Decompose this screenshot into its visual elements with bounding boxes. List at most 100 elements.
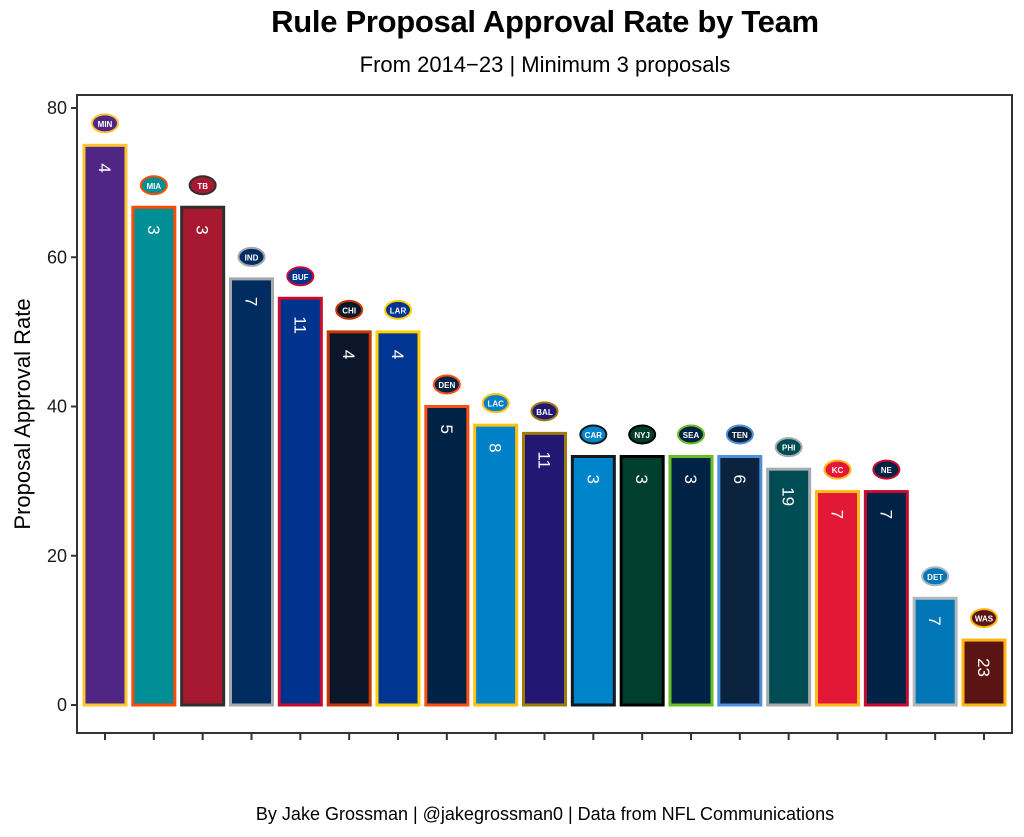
logo-shape <box>725 424 754 445</box>
logo-text: TEN <box>732 431 748 440</box>
bar-min <box>82 143 128 707</box>
bar-label-tb: 3 <box>193 225 212 234</box>
bar-label-lac: 8 <box>486 443 505 452</box>
bar-label-kc: 7 <box>828 510 847 519</box>
bears-logo-icon: CHI <box>335 299 364 320</box>
bar-sea <box>668 454 714 707</box>
bar-tb <box>180 205 226 707</box>
bar-det <box>912 596 958 707</box>
logo-text: PHI <box>782 444 795 453</box>
logo-shape <box>774 437 803 458</box>
bar-label-lar: 4 <box>388 350 407 359</box>
chart-title: Rule Proposal Approval Rate by Team <box>271 4 819 39</box>
logo-shape <box>628 424 657 445</box>
logo-shape <box>970 608 998 629</box>
bar-mia <box>131 205 177 707</box>
y-axis-title: Proposal Approval Rate <box>10 298 35 529</box>
bar-ne <box>863 490 909 707</box>
logo-shape <box>823 459 852 480</box>
logo-shape <box>432 374 461 395</box>
buccaneers-logo-icon: TB <box>188 175 217 196</box>
logo-text: KC <box>832 466 844 475</box>
bar-label-sea: 3 <box>681 474 700 483</box>
y-tick-label: 80 <box>47 98 67 118</box>
logo-text: MIA <box>146 182 161 191</box>
titans-logo-icon: TEN <box>725 424 754 445</box>
bar-lac <box>473 423 519 707</box>
logo-shape <box>286 266 315 287</box>
bar-label-was: 23 <box>974 658 993 677</box>
logo-shape <box>335 299 364 320</box>
bar-phi <box>766 467 812 707</box>
x-axis <box>104 733 985 740</box>
panthers-logo-icon: CAR <box>579 424 608 445</box>
logo-shape <box>530 401 559 422</box>
bar-chi <box>326 330 372 707</box>
y-tick-label: 60 <box>47 247 67 267</box>
bar-ten <box>717 454 763 707</box>
logo-text: BUF <box>292 273 309 282</box>
logo-text: BAL <box>536 408 553 417</box>
bar-label-mia: 3 <box>144 225 163 234</box>
logo-text: CHI <box>342 306 356 315</box>
logo-shape <box>384 299 412 320</box>
bar-label-buf: 11 <box>290 316 309 334</box>
logo-text: IND <box>245 253 259 262</box>
logo-shape <box>872 459 901 480</box>
y-tick-label: 20 <box>47 546 67 566</box>
logo-shape <box>91 113 119 134</box>
bar-label-ne: 7 <box>876 510 895 519</box>
ravens-logo-icon: BAL <box>530 401 559 422</box>
bar-was <box>961 638 1007 707</box>
y-tick-label: 0 <box>57 695 67 715</box>
bar-bal <box>522 431 567 707</box>
y-axis: 0 20 40 60 80 <box>47 98 77 715</box>
logo-shape <box>481 393 510 414</box>
jets-logo-icon: NYJ <box>628 424 657 445</box>
bar-buf <box>277 296 323 707</box>
bars: 4 3 3 7 11 4 4 5 8 11 3 3 3 6 19 7 7 7 23 <box>82 143 1007 707</box>
team-logos: MIN MIA TB IND BUF CHI LAR DEN LAC BAL CAR NYJ SEA TE… <box>91 113 998 629</box>
bar-label-bal: 11 <box>535 451 554 469</box>
bar-label-den: 5 <box>437 425 456 434</box>
bar-label-car: 3 <box>583 474 602 483</box>
patriots-logo-icon: NE <box>872 459 901 480</box>
bar-label-ind: 7 <box>242 297 261 306</box>
bar-kc <box>815 490 860 707</box>
logo-text: NE <box>881 466 893 475</box>
logo-text: NYJ <box>634 431 650 440</box>
vikings-logo-icon: MIN <box>91 113 119 134</box>
chargers-logo-icon: LAC <box>481 393 510 414</box>
colts-logo-icon: IND <box>237 246 266 267</box>
chart-caption: By Jake Grossman | @jakegrossman0 | Data… <box>255 804 835 824</box>
dolphins-logo-icon: MIA <box>139 175 168 196</box>
bar-den <box>424 405 470 707</box>
logo-text: DET <box>927 573 943 582</box>
chart-subtitle: From 2014−23 | Minimum 3 proposals <box>359 52 731 77</box>
bar-label-min: 4 <box>95 163 114 172</box>
logo-text: DEN <box>438 381 455 390</box>
logo-shape <box>579 424 608 445</box>
bar-nyj <box>619 454 665 707</box>
y-tick-label: 40 <box>47 397 67 417</box>
bills-logo-icon: BUF <box>286 266 315 287</box>
logo-shape <box>237 246 266 267</box>
logo-text: LAR <box>390 306 407 315</box>
bar-label-ten: 6 <box>730 474 749 483</box>
logo-text: WAS <box>975 615 994 624</box>
bar-label-det: 7 <box>925 616 944 625</box>
logo-shape <box>139 175 168 196</box>
bar-car <box>570 454 616 707</box>
commanders-logo-icon: WAS <box>970 608 998 629</box>
broncos-logo-icon: DEN <box>432 374 461 395</box>
logo-shape <box>921 566 950 587</box>
plot-panel-border <box>76 94 1013 734</box>
bar-label-chi: 4 <box>339 350 358 359</box>
logo-shape <box>188 175 217 196</box>
bar-label-phi: 19 <box>779 487 798 506</box>
eagles-logo-icon: PHI <box>774 437 803 458</box>
bar-lar <box>375 330 421 707</box>
logo-text: MIN <box>98 120 113 129</box>
seahawks-logo-icon: SEA <box>677 424 705 445</box>
